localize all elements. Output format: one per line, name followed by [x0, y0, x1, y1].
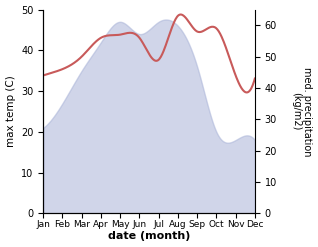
- X-axis label: date (month): date (month): [108, 231, 190, 242]
- Y-axis label: max temp (C): max temp (C): [5, 76, 16, 147]
- Y-axis label: med. precipitation
(kg/m2): med. precipitation (kg/m2): [291, 67, 313, 156]
